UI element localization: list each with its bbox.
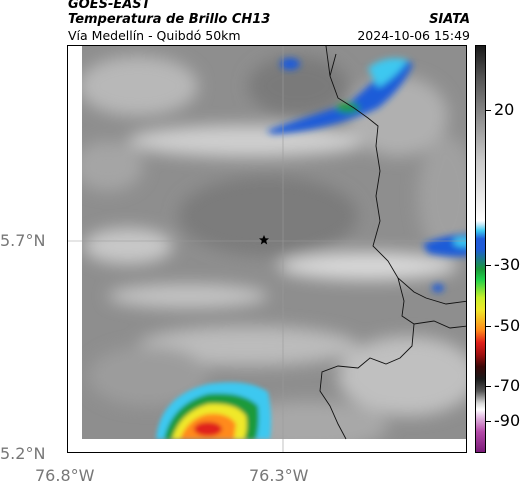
colorbar-tick-minus30 (486, 265, 491, 266)
longitude-label-east: 76.3°W (249, 466, 309, 485)
colorbar-label: -70 (494, 376, 521, 395)
star-icon (259, 235, 269, 245)
colorbar-tick-20 (486, 110, 491, 111)
colorbar-label: -90 (494, 411, 521, 430)
deep-convection-south (156, 382, 272, 439)
satellite-map[interactable] (67, 45, 467, 453)
colorbar-label: 20 (494, 100, 515, 119)
satellite-name: GOES-EAST (68, 0, 151, 12)
latitude-label-south: 5.2°N (0, 444, 46, 463)
cold-cloud-northeast (266, 58, 413, 134)
colorbar-tick-minus70 (486, 386, 491, 387)
colorbar-tick-minus90 (486, 421, 491, 422)
temperature-colorbar (475, 45, 486, 453)
cold-cloud-east (423, 234, 466, 292)
colorbar-label: -30 (494, 255, 521, 274)
timestamp-label: 2024-10-06 15:49 (357, 28, 470, 43)
agency-label: SIATA (429, 12, 470, 27)
admin-boundaries (319, 46, 466, 440)
colorbar-tick-minus50 (486, 326, 491, 327)
longitude-label-west: 76.8°W (35, 466, 95, 485)
map-canvas (68, 46, 466, 452)
graticule (68, 46, 466, 452)
latitude-label-north: 5.7°N (0, 231, 46, 250)
region-subtitle: Vía Medellín - Quibdó 50km (68, 28, 241, 43)
brightness-temperature-field (82, 46, 466, 439)
colorbar-label: -50 (494, 316, 521, 335)
product-title: Temperatura de Brillo CH13 (68, 12, 271, 27)
